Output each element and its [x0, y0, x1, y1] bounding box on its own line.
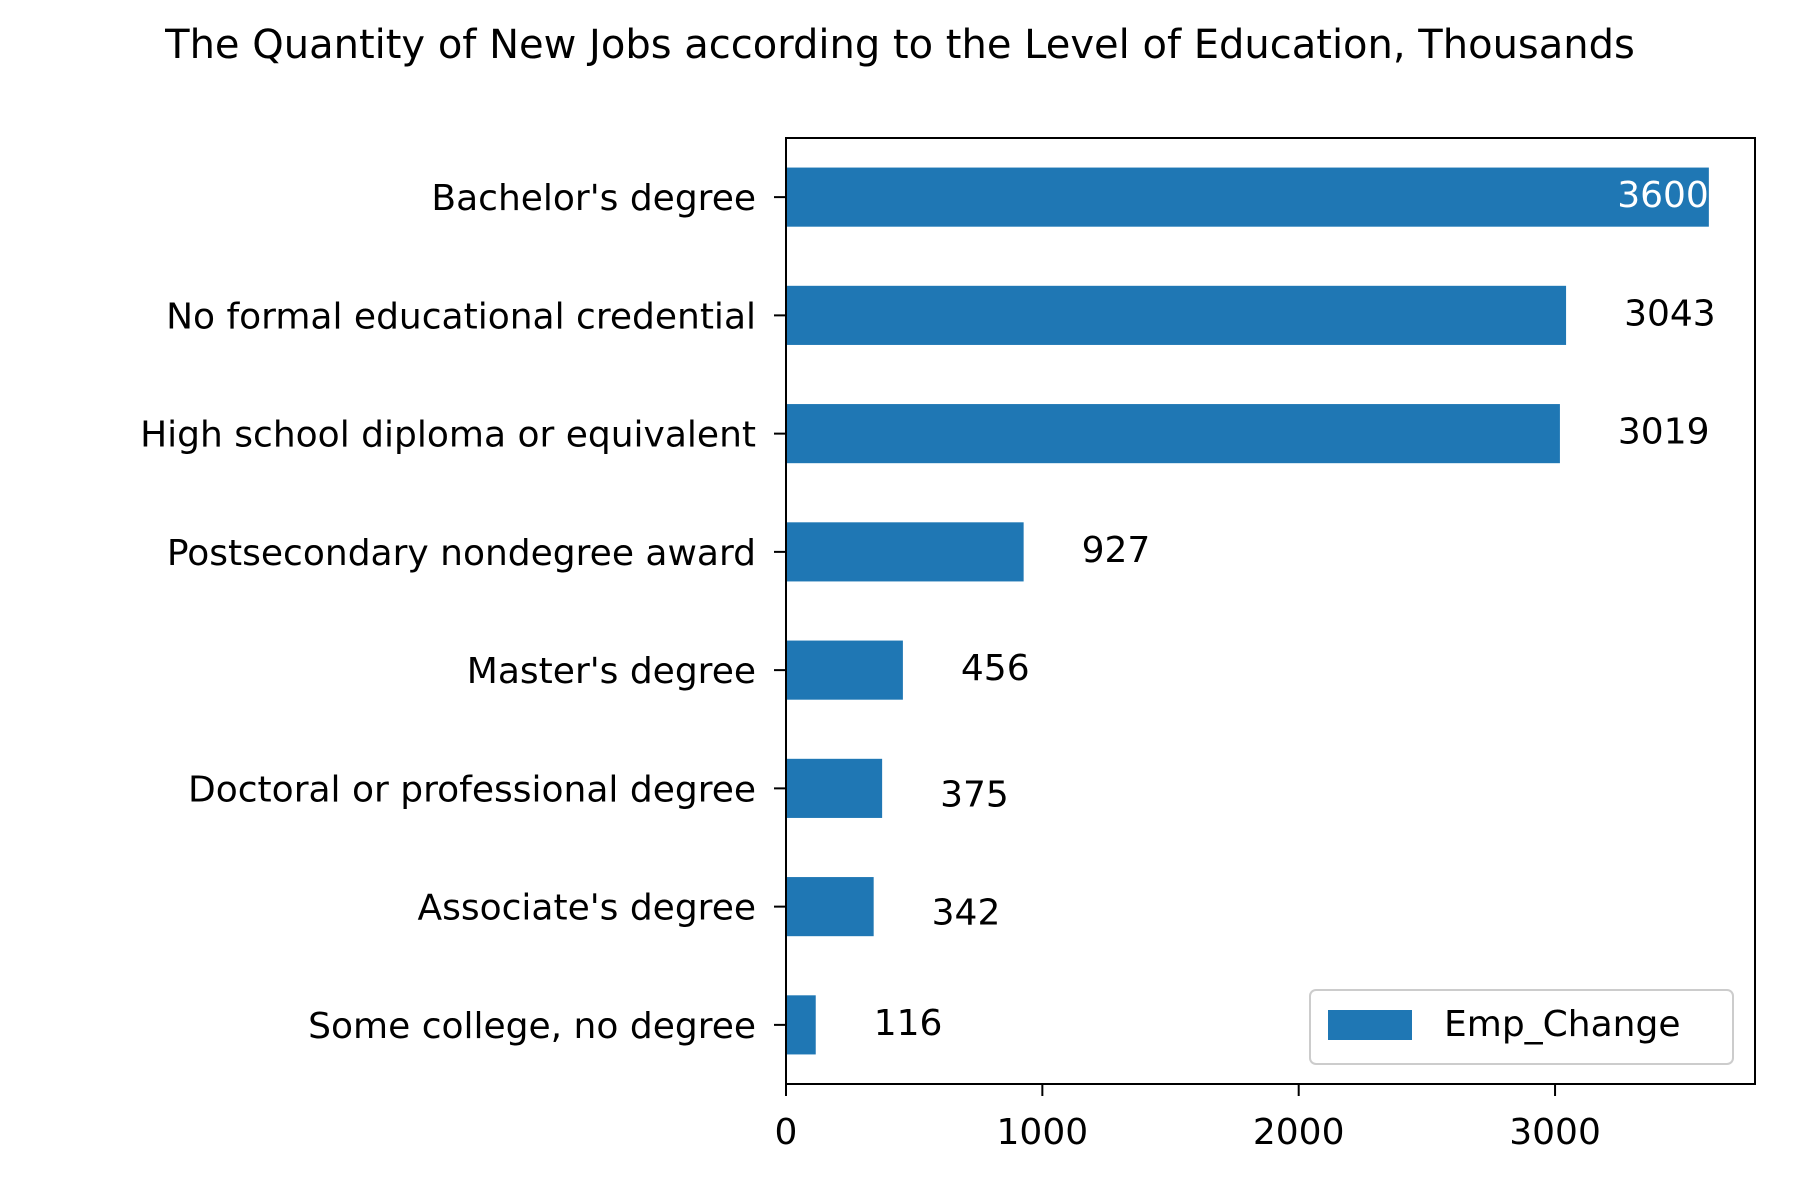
data-label: 3019: [1618, 412, 1710, 453]
bar: [786, 522, 1024, 582]
y-tick-label: Doctoral or professional degree: [188, 769, 756, 810]
data-label: 456: [961, 648, 1030, 689]
y-tick-label: High school diploma or equivalent: [140, 415, 756, 456]
y-axis: Bachelor's degree No formal educational c…: [140, 178, 786, 1047]
x-tick-label: 2000: [1253, 1112, 1345, 1153]
bar: [786, 877, 874, 937]
data-label: 927: [1082, 530, 1151, 571]
y-tick-label: Master's degree: [467, 651, 756, 692]
bar: [786, 995, 816, 1055]
x-axis: 0 1000 2000 3000: [775, 1084, 1601, 1153]
y-tick-label: Bachelor's degree: [431, 178, 756, 219]
legend: Emp_Change: [1309, 989, 1734, 1065]
x-tick-label: 1000: [997, 1112, 1089, 1153]
bar: [786, 758, 883, 818]
chart-title: The Quantity of New Jobs according to th…: [164, 22, 1635, 68]
data-label: 3600: [1617, 175, 1709, 216]
data-label: 3043: [1624, 293, 1716, 334]
data-label: 375: [940, 774, 1009, 815]
legend-box: [1309, 989, 1734, 1065]
y-tick-label: Associate's degree: [417, 888, 756, 929]
y-tick-label: Postsecondary nondegree award: [167, 533, 756, 574]
bar: [786, 640, 903, 700]
data-label: 342: [932, 893, 1001, 934]
legend-swatch: [1328, 1010, 1412, 1040]
data-label: 116: [874, 1003, 943, 1044]
x-tick-label: 3000: [1509, 1112, 1601, 1153]
bar: [786, 285, 1567, 345]
bar: [786, 167, 1709, 227]
bars-layer: 3600 3043 3019 927 456 375 342 116: [786, 167, 1716, 1055]
y-tick-label: No formal educational credential: [166, 296, 756, 337]
legend-label: Emp_Change: [1444, 1004, 1681, 1045]
bar: [786, 404, 1560, 464]
y-tick-label: Some college, no degree: [308, 1006, 756, 1047]
plot-frame: [785, 137, 1756, 1085]
x-tick-label: 0: [775, 1112, 798, 1153]
